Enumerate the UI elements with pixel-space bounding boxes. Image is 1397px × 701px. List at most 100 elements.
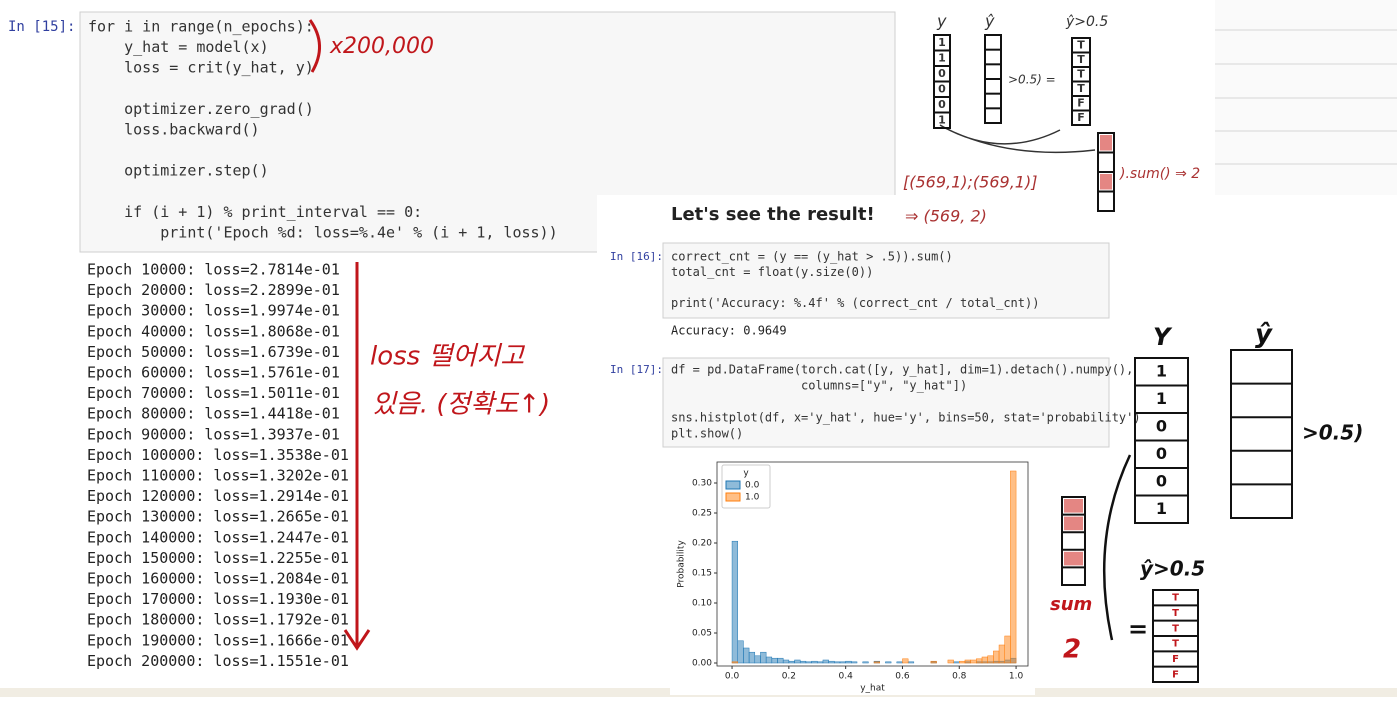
x-tick-label: 0.2 [782,672,796,682]
vector-cell: T [1172,593,1179,604]
label: y [936,12,947,31]
label: = [1128,615,1148,643]
arrows [939,124,1096,154]
label: ŷ>0.5 [1065,14,1108,30]
legend-title: y [743,469,749,479]
vector-cell: 0 [1156,416,1167,435]
code-line: if (i + 1) % print_interval == 0: [88,203,422,221]
x-tick-label: 1.0 [1009,672,1024,682]
histogram-bar [777,657,784,664]
histogram-bar [964,659,971,664]
histogram-bar [748,651,756,664]
vector-cell: F [1077,111,1085,124]
hatched-cell [1064,551,1083,566]
y-tick-label: 0.30 [692,479,712,489]
output-line: Epoch 10000: loss=2.7814e-01 [87,261,340,279]
code-line: df = pd.DataFrame(torch.cat([y, y_hat], … [671,363,1133,377]
brace [308,19,321,73]
legend-label: 1.0 [745,493,760,503]
code-line: correct_cnt = (y == (y_hat > .5)).sum() [671,250,953,264]
vector-cell: T [1077,67,1085,80]
output-line: Epoch 40000: loss=1.8068e-01 [87,322,340,340]
code-line: total_cnt = float(y.size(0)) [671,265,873,279]
label: ŷ [984,12,995,31]
code-cell [662,242,1110,319]
vector-cell: F [1172,669,1179,680]
heading: Let's see the result! [671,204,875,225]
histogram-bar [771,657,778,664]
histogram-bar [1010,470,1017,664]
histogram-bar [981,656,988,664]
note: loss 떨어지고 [370,342,525,372]
histogram-bar [805,661,812,664]
histogram-bar [993,650,1000,664]
output-line: Epoch 100000: loss=1.3538e-01 [87,446,349,464]
legend-label: 0.0 [745,481,760,491]
code-line: loss = crit(y_hat, y) [88,59,314,77]
vector-cell: 0 [1156,471,1167,490]
x-tick-label: 0.6 [895,672,910,682]
vector-cell: 1 [938,51,946,64]
output-line: Epoch 80000: loss=1.4418e-01 [87,405,340,423]
output-line: Epoch 60000: loss=1.5761e-01 [87,364,340,382]
output-line: Accuracy: 0.9649 [671,324,787,338]
histogram-bar [839,661,846,664]
histogram-bar [987,655,994,664]
plot-frame [716,461,1029,667]
vector-cell: 1 [938,36,946,49]
x-tick-label: 0.0 [725,672,740,682]
code-line: print('Epoch %d: loss=%.4e' % (i + 1, lo… [88,224,558,242]
histogram-bar [765,656,773,664]
histogram-bar [953,661,960,664]
vector-cell: 0 [938,82,946,95]
label: ŷ [1255,320,1273,350]
histogram-bar [794,659,801,664]
histogram-bar [799,660,807,664]
output-line: Epoch 140000: loss=1.2447e-01 [87,528,349,546]
output-line: Epoch 70000: loss=1.5011e-01 [87,384,340,402]
vector-cell: T [1077,82,1085,95]
note: ⇒ (569, 2) [905,207,987,226]
vector-cell: 1 [938,113,946,126]
histogram-bar [1004,635,1011,664]
histogram-bar [851,661,858,664]
paper-lines [1215,29,1397,165]
label: 2 [1063,635,1081,665]
histogram-bar [731,540,738,664]
output-line: Epoch 20000: loss=2.2899e-01 [87,281,340,299]
code-line: sns.histplot(df, x='y_hat', hue='y', bin… [671,411,1141,425]
label: >0.5) = [1008,73,1056,87]
histogram-bar [782,659,790,664]
label: ŷ>0.5 [1140,557,1205,581]
vector-cell: 1 [1156,389,1167,408]
histogram-bar [822,659,829,664]
vector-cell: F [1172,654,1179,665]
histogram-bar [817,661,824,664]
vector-cell: F [1077,96,1085,109]
code-cell [662,357,1110,448]
histogram-bar [947,659,954,664]
histogram-bar [743,647,750,664]
histogram-bar [788,660,795,664]
y-axis-label: Probability [677,540,687,588]
brace [1102,454,1132,641]
y-tick-label: 0.15 [692,569,712,579]
output-line: Epoch 160000: loss=1.2084e-01 [87,570,349,588]
x-axis-label: y_hat [860,684,885,694]
code-line: print('Accuracy: %.4f' % (correct_cnt / … [671,296,1039,310]
vector-cell: T [1077,38,1085,51]
y-tick-label: 0.00 [692,659,712,669]
output-line: Epoch 110000: loss=1.3202e-01 [87,467,349,485]
histogram-bar [834,661,841,664]
note: ).sum() ⇒ 2 [1119,166,1200,182]
vector-cell: 0 [938,98,946,111]
vector-box [1061,496,1086,586]
vector-cell: 1 [1156,361,1167,380]
histogram-bar [998,644,1005,664]
code-line: optimizer.zero_grad() [88,100,314,118]
prompt: In [17]: [610,363,663,376]
vector-box [1230,349,1293,519]
code-line: plt.show() [671,427,743,441]
histogram-bar [862,661,869,664]
